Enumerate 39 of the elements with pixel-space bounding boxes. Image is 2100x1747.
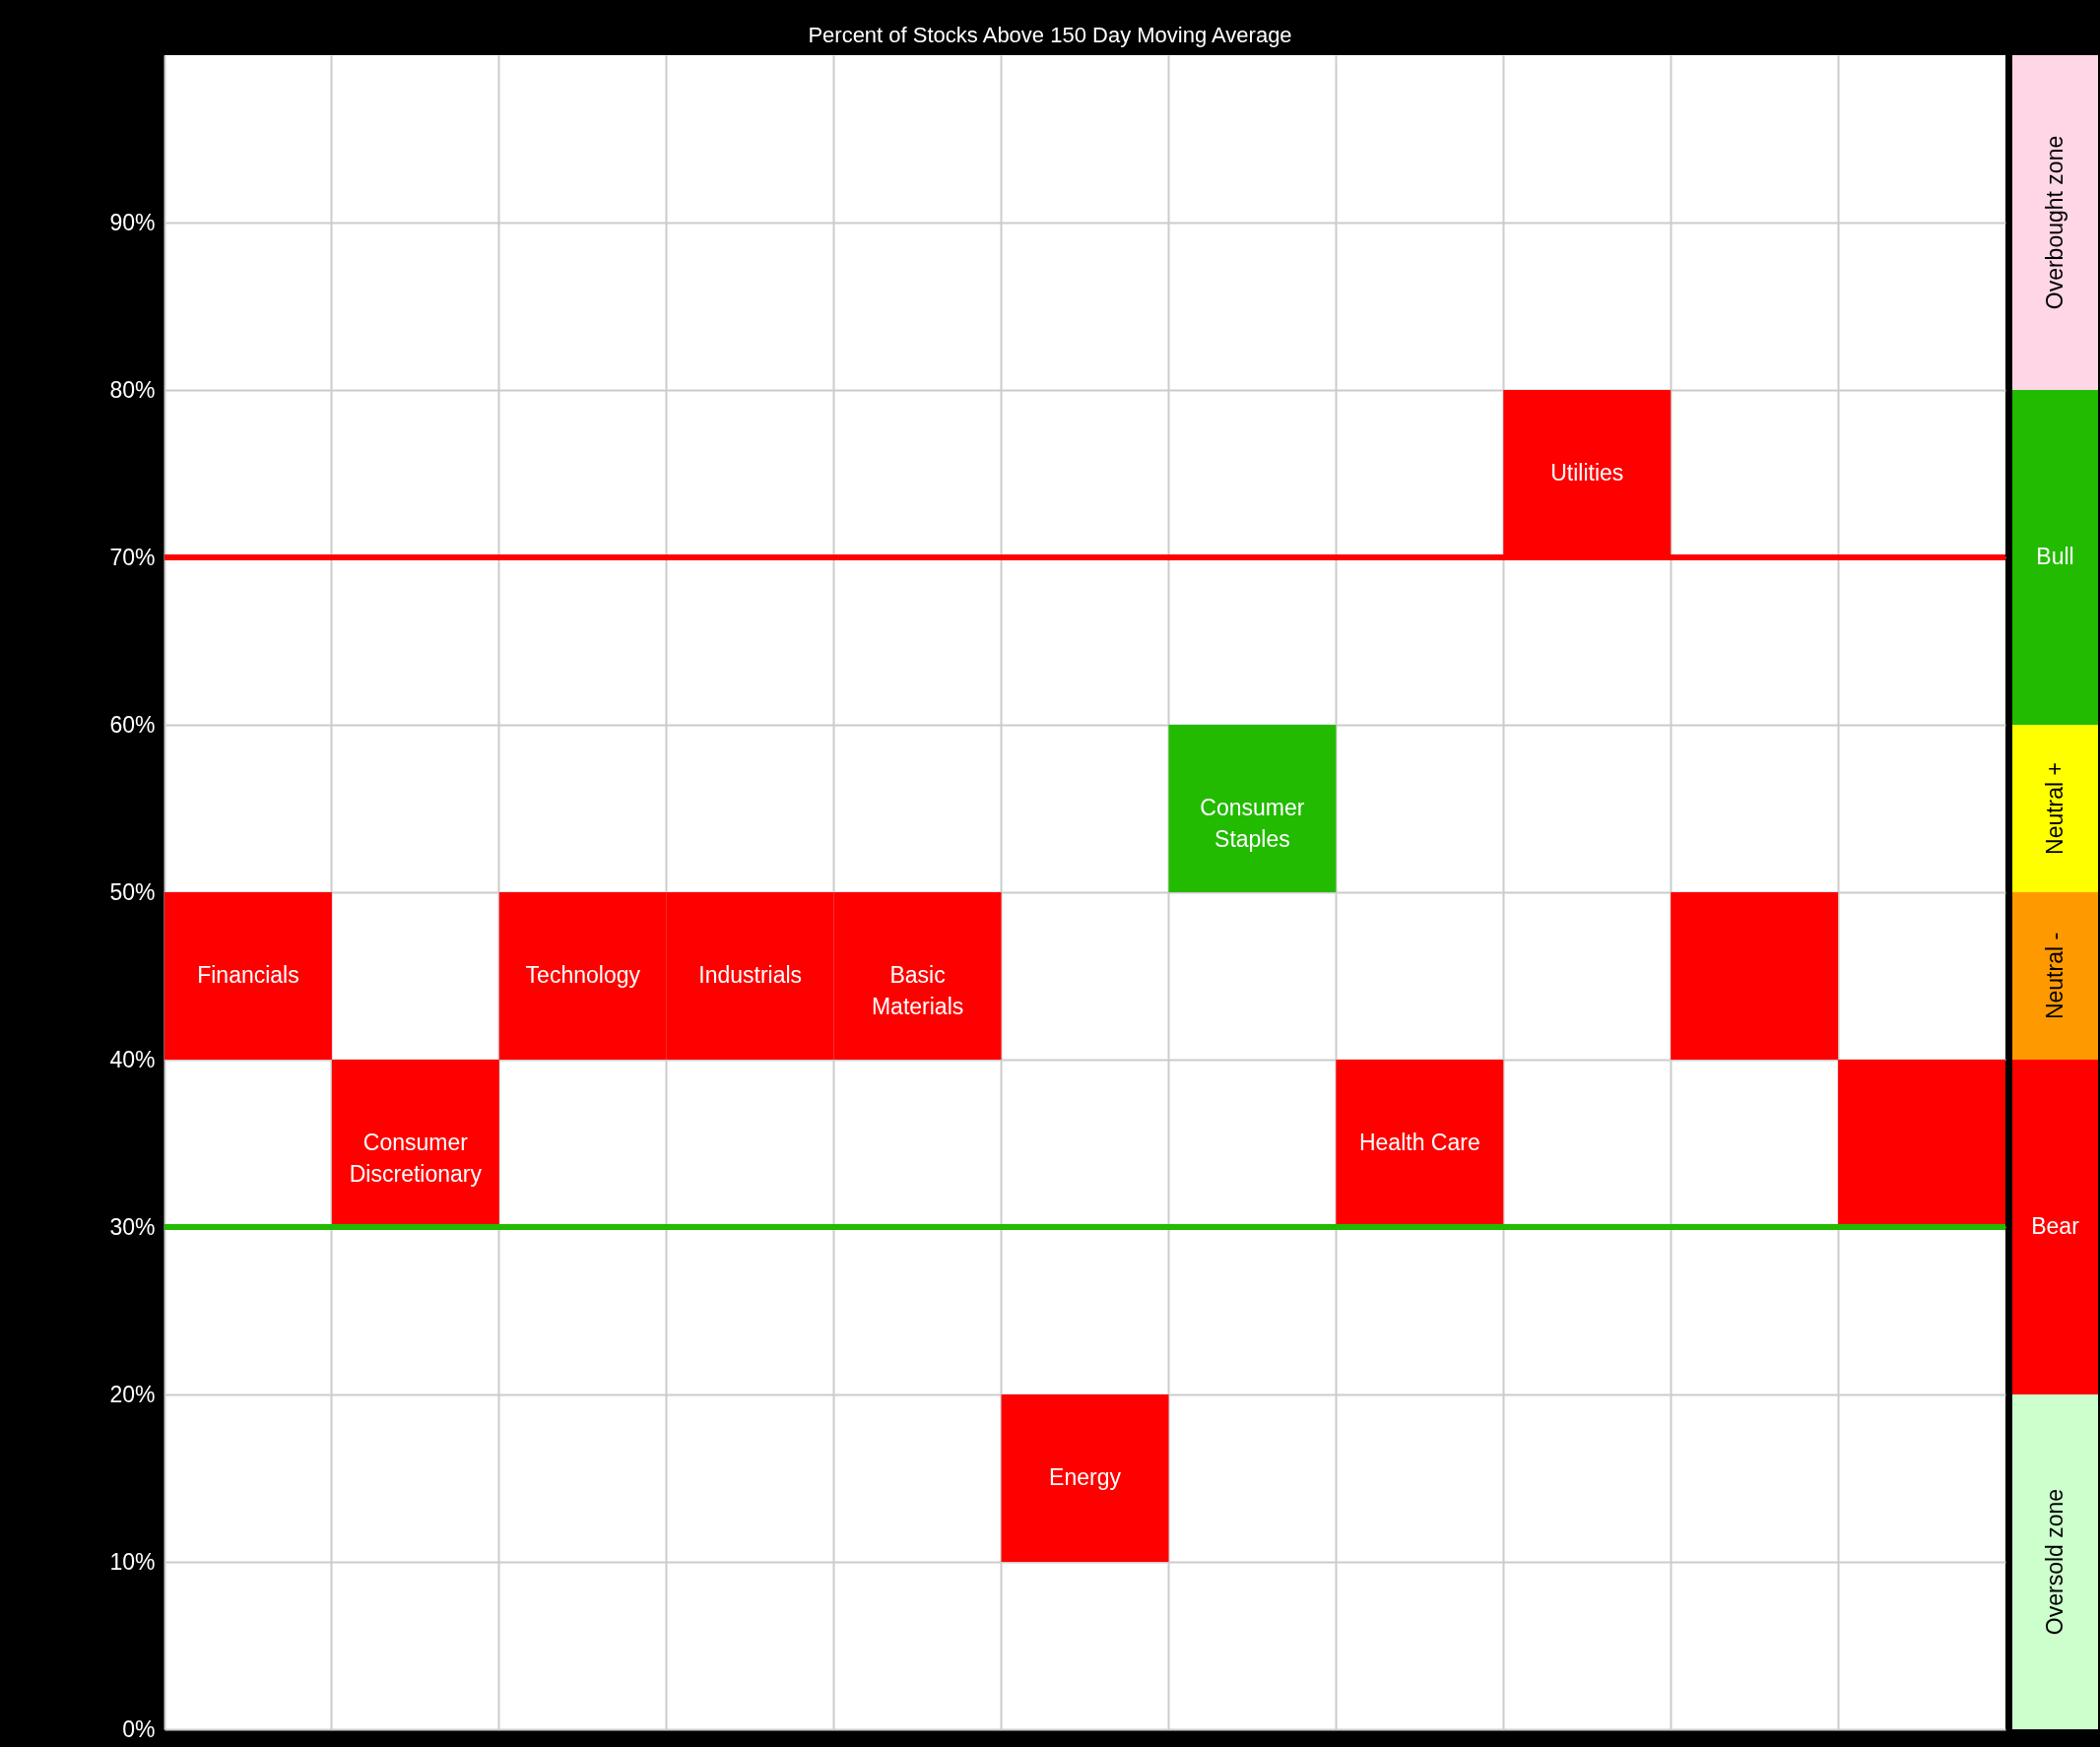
category-label: Energy (1049, 1464, 1121, 1490)
series-label: Neutral - (2041, 932, 2067, 1020)
bar (331, 1060, 499, 1227)
y-tick-label: 40% (109, 1046, 156, 1072)
bar (1001, 1394, 1169, 1562)
y-tick-label: 90% (109, 209, 156, 235)
series-label: Bull (2036, 544, 2074, 569)
category-label: Utilities (1550, 460, 1624, 485)
category-label: Financials (197, 962, 299, 988)
bar (1336, 1060, 1504, 1227)
series-label: Oversold zone (2041, 1488, 2067, 1636)
category-label: Consumer Staples (1200, 795, 1305, 852)
bar (2012, 55, 2098, 390)
bar (2012, 1394, 2098, 1729)
y-tick-label: 50% (109, 878, 156, 905)
bar (1838, 1060, 2005, 1227)
y-tick-label: 80% (109, 376, 156, 403)
y-tick-label: 30% (109, 1213, 156, 1240)
category-label: Technology (525, 962, 640, 988)
bar (2012, 390, 2098, 725)
category-label: Consumer Discretionary (349, 1130, 482, 1187)
series-label: Overbought zone (2041, 135, 2067, 310)
y-tick-label: 70% (109, 544, 156, 570)
bar (2012, 1060, 2098, 1394)
bar (2012, 725, 2098, 892)
bar (2012, 892, 2098, 1060)
y-tick-label: 20% (109, 1381, 156, 1407)
y-tick-label: 10% (109, 1548, 156, 1575)
bar (164, 892, 332, 1060)
y-tick-label: 0% (122, 1715, 156, 1742)
series-label: Bear (2031, 1213, 2080, 1239)
category-label: Industrials (698, 962, 803, 988)
category-label: Basic Materials (871, 962, 964, 1019)
y-tick-label: 60% (109, 711, 156, 738)
category-label: Health Care (1358, 1130, 1480, 1155)
series-label: Neutral + (2041, 762, 2067, 855)
bar (1671, 892, 1839, 1060)
bar (1168, 725, 1337, 892)
chart-title: Percent of Stocks Above 150 Day Moving Average (808, 23, 1292, 47)
